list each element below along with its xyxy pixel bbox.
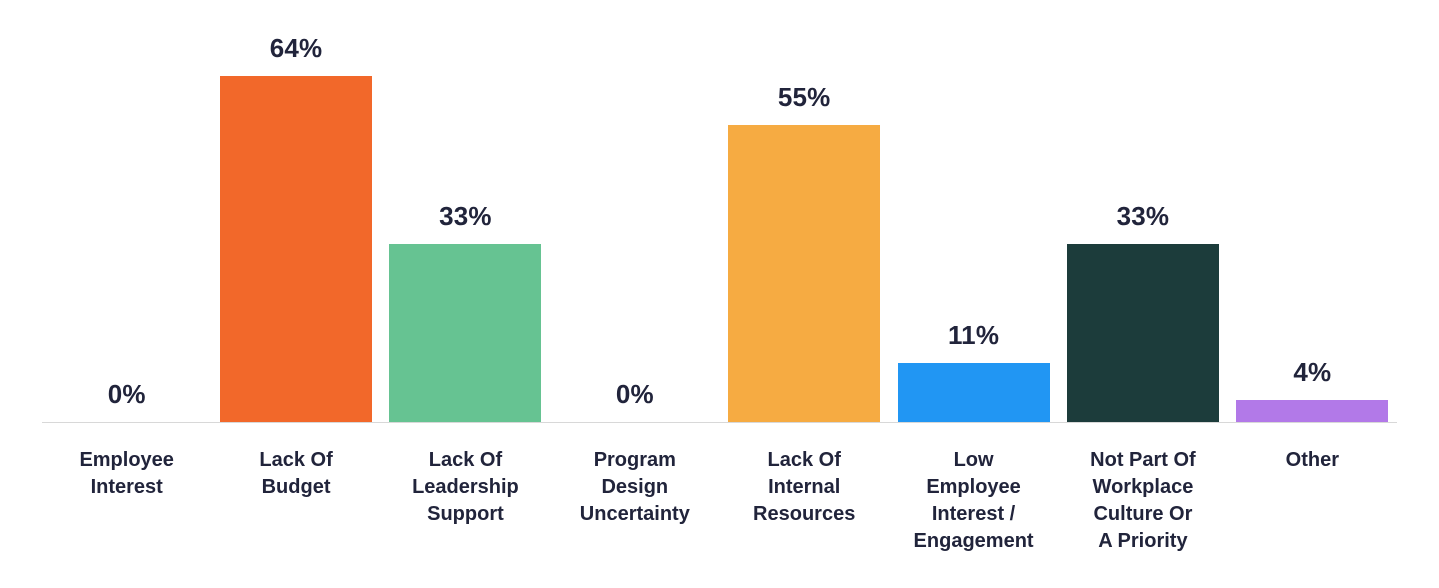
category-label: Not Part Of Workplace Culture Or A Priority bbox=[1090, 449, 1196, 552]
bar-column: 0% bbox=[550, 30, 719, 422]
category-label: Lack Of Budget bbox=[259, 449, 333, 498]
plot-cell: 0% bbox=[550, 30, 719, 422]
bar-value-label: 55% bbox=[777, 82, 831, 112]
plot-cell: 33% bbox=[1058, 30, 1227, 422]
bar bbox=[728, 125, 881, 422]
bar bbox=[1066, 243, 1219, 422]
bar bbox=[220, 76, 373, 422]
bar bbox=[389, 243, 542, 422]
bar-value-label: 0% bbox=[107, 379, 146, 409]
plot-cell: 55% bbox=[720, 30, 889, 422]
bar-column: 0% bbox=[42, 30, 211, 422]
bar-column: 11% bbox=[889, 30, 1058, 422]
plot-cell: 64% bbox=[211, 30, 380, 422]
bar bbox=[897, 362, 1050, 422]
bar-column: 4% bbox=[1228, 30, 1397, 422]
bar-value-label: 33% bbox=[1116, 200, 1170, 231]
bar-column: 33% bbox=[381, 30, 550, 422]
bar-chart: 0% 64% 33% 0% 55% 11% bbox=[42, 30, 1397, 555]
plot-area: 0% 64% 33% 0% 55% 11% bbox=[42, 30, 1397, 422]
category-label: Program Design Uncertainty bbox=[579, 449, 690, 525]
category-label: Lack Of Internal Resources bbox=[753, 449, 856, 525]
bar-value-label: 64% bbox=[269, 33, 323, 64]
bar-column: 55% bbox=[720, 30, 889, 422]
bar bbox=[1236, 400, 1389, 422]
plot-cell: 33% bbox=[381, 30, 550, 422]
bar-value-label: 11% bbox=[947, 319, 1000, 350]
bar-value-label: 33% bbox=[439, 200, 492, 231]
bar-value-label: 4% bbox=[1293, 357, 1332, 388]
plot-cell: 4% bbox=[1228, 30, 1397, 422]
bar-column: 64% bbox=[211, 30, 380, 422]
category-label: Employee Interest bbox=[79, 449, 174, 498]
category-label: Low Employee Interest / Engagement bbox=[913, 449, 1034, 552]
category-labels-row: Employee Interest Lack Of Budget Lack Of Le… bbox=[42, 423, 1397, 555]
bar-column: 33% bbox=[1058, 30, 1227, 422]
x-axis-line bbox=[42, 422, 1397, 423]
plot-cell: 11% bbox=[889, 30, 1058, 422]
plot-cell: 0% bbox=[42, 30, 211, 422]
category-label: Lack Of Leadership Support bbox=[412, 449, 519, 525]
category-label: Other bbox=[1285, 449, 1339, 471]
bar-value-label: 0% bbox=[615, 379, 654, 409]
